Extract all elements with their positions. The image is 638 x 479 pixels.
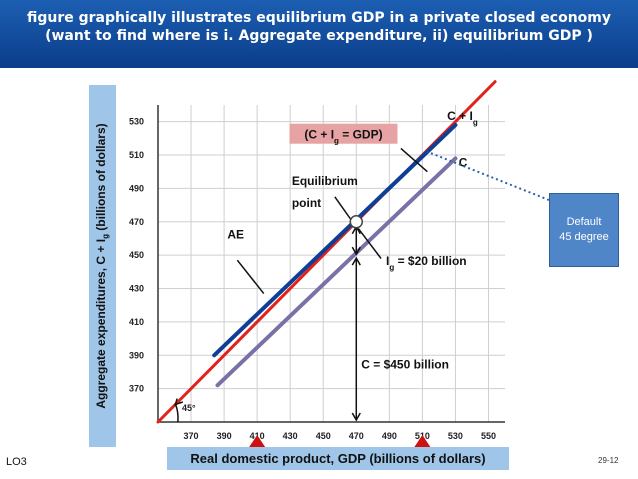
y-tick-label-0: 370 (129, 384, 144, 394)
series-line-2 (215, 156, 458, 388)
c-plus-ig-label: C + Ig (447, 109, 478, 127)
y-tick-label-8: 530 (129, 117, 144, 127)
angle-arc-arrow (174, 398, 184, 406)
y-tick-label-4: 450 (129, 250, 144, 260)
equilibrium-point-label-1: Equilibrium (292, 174, 358, 188)
ae-label: AE (227, 227, 244, 241)
x-axis-label: Real domestic product, GDP (billions of … (167, 447, 509, 470)
y-tick-label-1: 390 (129, 350, 144, 360)
ig-arrow-head-bottom (351, 246, 361, 256)
x-marker-triangle-0 (249, 435, 266, 447)
c-arrow-head-top (351, 256, 361, 266)
x-tick-label-3: 430 (283, 431, 298, 441)
page-number: 29-12 (598, 456, 619, 465)
c-line-label: C (459, 156, 468, 170)
learning-objective-label: LO3 (6, 456, 27, 468)
title-line-2: (want to find where is i. Aggregate expe… (45, 28, 593, 44)
x-tick-label-8: 530 (448, 431, 463, 441)
y-axis-label-box (89, 85, 116, 447)
y-tick-label-3: 430 (129, 284, 144, 294)
title-line-1: figure graphically illustrates equilibri… (26, 10, 612, 26)
x-tick-label-6: 490 (382, 431, 397, 441)
ae-pointer (236, 259, 265, 294)
y-tick-label-7: 510 (129, 150, 144, 160)
x-tick-label-9: 550 (481, 431, 496, 441)
callout-text: Default 45 degree (559, 216, 609, 243)
equilibrium-pointer (334, 196, 352, 221)
y-tick-label-5: 470 (129, 217, 144, 227)
default-45-degree-callout: Default 45 degree (549, 193, 619, 267)
x-tick-label-0: 370 (184, 431, 199, 441)
equilibrium-tag-box (289, 123, 398, 144)
x-marker-triangle-1 (414, 435, 431, 447)
series-line-1 (212, 123, 458, 358)
x-tick-label-1: 390 (217, 431, 232, 441)
equilibrium-point-marker (349, 215, 364, 229)
y-tick-label-6: 490 (129, 183, 144, 193)
c-value-label: C = $450 billion (361, 358, 449, 372)
x-tick-label-4: 450 (316, 431, 331, 441)
callout-pointer (426, 150, 550, 201)
equilibrium-point-label-2: point (292, 196, 321, 210)
title-bar: figure graphically illustrates equilibri… (0, 0, 638, 68)
angle-arc (174, 403, 179, 423)
c-arrow-head-bottom (351, 412, 361, 422)
x-tick-label-5: 470 (349, 431, 364, 441)
equilibrium-tag-pointer (400, 147, 428, 173)
ig-label: Ig = $20 billion (386, 254, 467, 272)
ig-pointer (357, 228, 382, 259)
y-tick-label-2: 410 (129, 317, 144, 327)
angle-label: 45° (182, 403, 196, 413)
equilibrium-tag: (C + Ig = GDP) (304, 128, 382, 146)
